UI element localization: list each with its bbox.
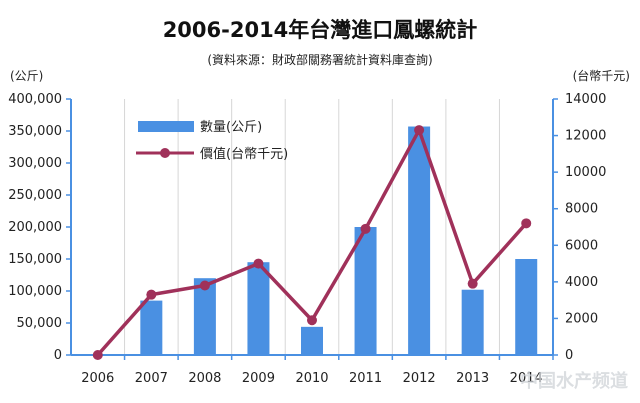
value-point-2008 [199, 280, 210, 291]
value-point-2012 [414, 125, 425, 136]
bar-2010 [301, 326, 323, 355]
x-tick-label-2010: 2010 [295, 371, 328, 386]
right-tick-label: 8000 [565, 202, 598, 217]
bar-2012 [408, 126, 431, 356]
bar-2008 [193, 278, 216, 355]
chart-subtitle: (資料來源：財政部關務署統計資料庫查詢) [207, 52, 432, 67]
right-tick-label: 0 [565, 348, 573, 363]
x-tick-label-2013: 2013 [456, 371, 489, 386]
value-point-2013 [467, 278, 478, 289]
x-tick-label-2007: 2007 [135, 371, 168, 386]
legend-bar-label: 數量(公斤) [200, 120, 262, 135]
legend-line-marker [160, 148, 170, 158]
value-point-2009 [253, 258, 264, 269]
right-tick-label: 10000 [565, 165, 606, 180]
right-tick-label: 12000 [565, 129, 606, 144]
value-point-2007 [146, 289, 157, 300]
watermark: 中国水产频道 [520, 370, 628, 392]
left-tick-label: 300,000 [8, 156, 62, 171]
left-tick-label: 150,000 [8, 252, 62, 267]
left-tick-label: 100,000 [8, 284, 62, 299]
x-tick-label-2009: 2009 [242, 371, 275, 386]
x-tick-label-2012: 2012 [403, 371, 436, 386]
right-tick-label: 4000 [565, 275, 598, 290]
legend-bar-swatch [138, 121, 194, 132]
left-axis-unit: (公斤) [10, 69, 43, 83]
right-tick-label: 6000 [565, 238, 598, 253]
right-tick-label: 2000 [565, 311, 598, 326]
value-point-2010 [307, 315, 317, 326]
right-axis-unit: (台幣千元) [573, 68, 630, 83]
x-tick-label-2011: 2011 [349, 371, 382, 386]
left-tick-label: 0 [54, 348, 62, 363]
value-point-2006 [92, 350, 103, 360]
bar-2014 [515, 259, 538, 355]
left-tick-label: 400,000 [8, 92, 62, 107]
left-tick-label: 350,000 [8, 124, 62, 139]
x-tick-label-2008: 2008 [188, 371, 221, 386]
bar-2007 [140, 300, 163, 355]
bar-2011 [354, 227, 377, 355]
x-tick-label-2014: 2014 [510, 371, 543, 386]
left-tick-label: 50,000 [17, 316, 63, 331]
legend-line-label: 價值(台幣千元) [200, 146, 288, 162]
right-tick-label: 14000 [565, 92, 606, 107]
left-tick-label: 200,000 [8, 220, 62, 235]
bar-2013 [461, 289, 484, 355]
x-tick-label-2006: 2006 [81, 371, 114, 386]
left-tick-label: 250,000 [8, 188, 62, 203]
value-point-2011 [360, 223, 371, 234]
chart-title: 2006-2014年台灣進口鳳螺統計 [163, 18, 478, 42]
value-point-2014 [521, 218, 532, 229]
bar-2009 [247, 262, 270, 355]
